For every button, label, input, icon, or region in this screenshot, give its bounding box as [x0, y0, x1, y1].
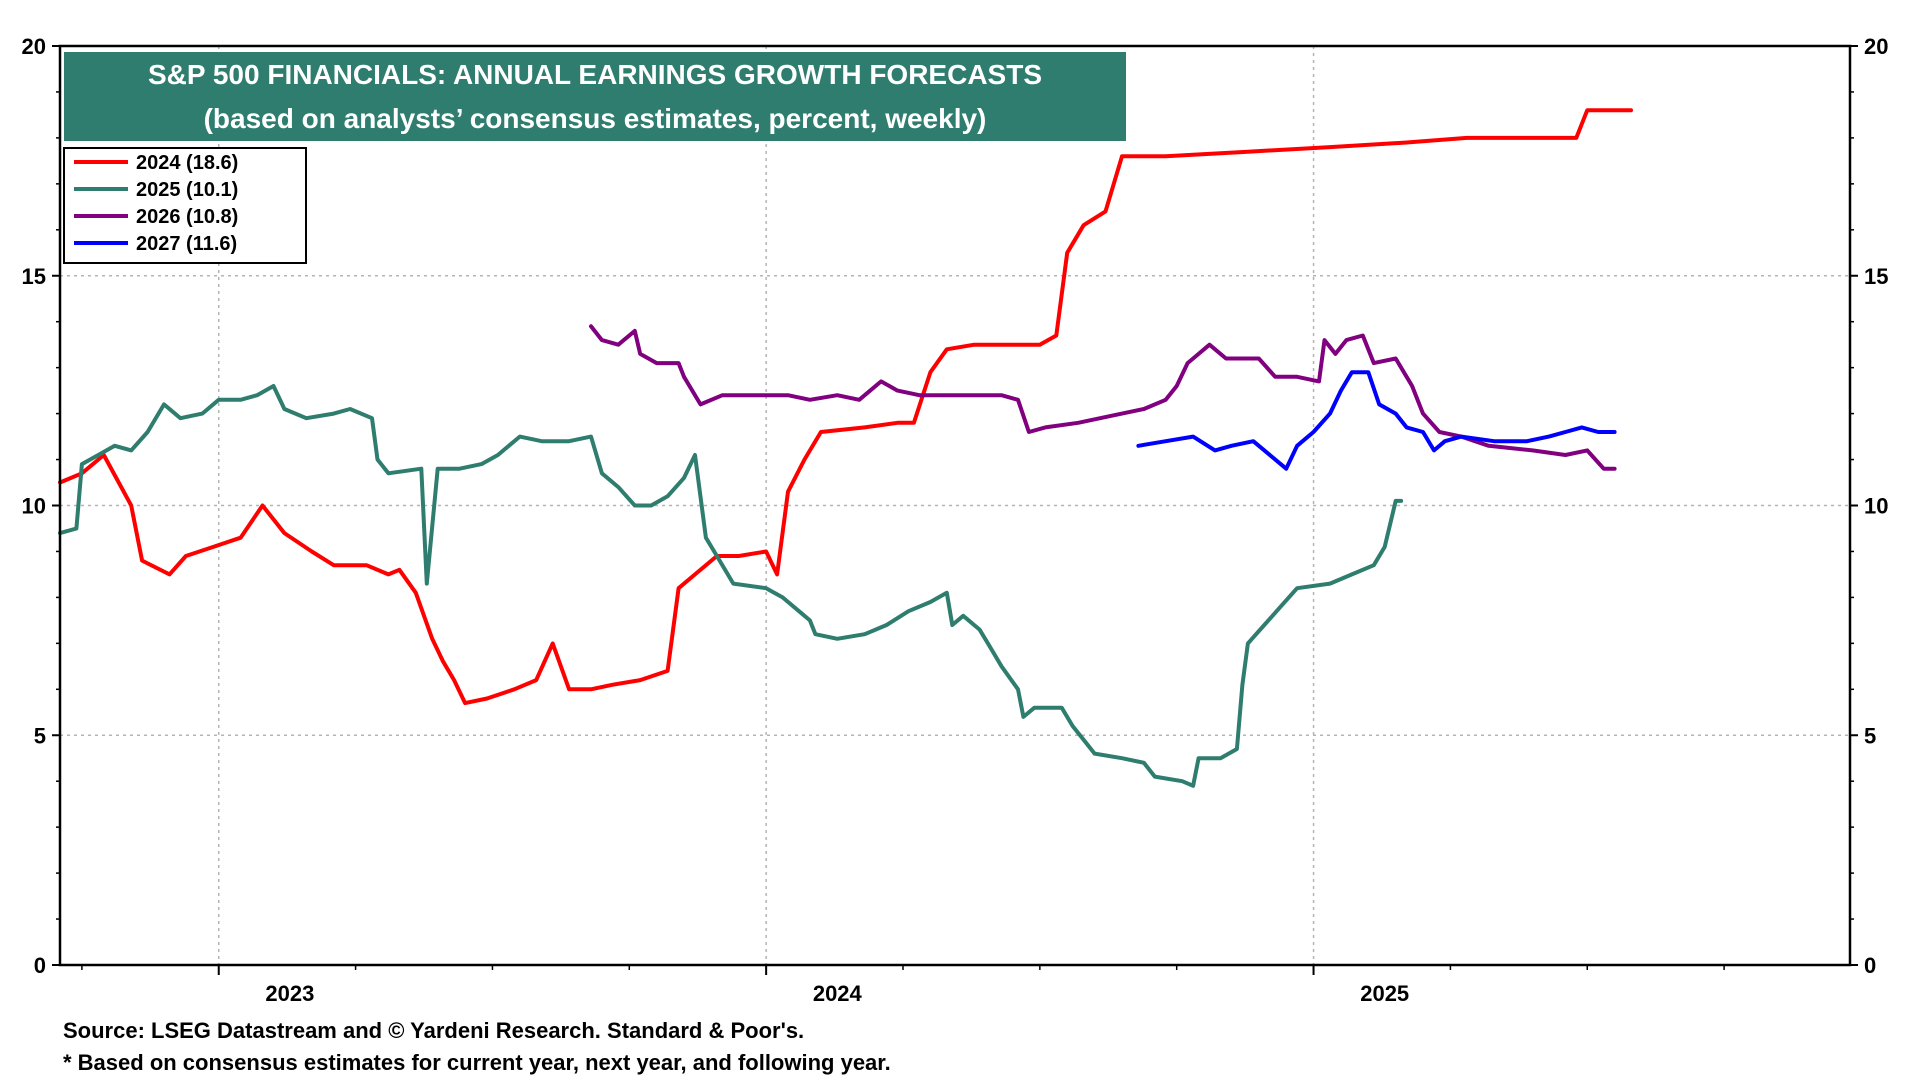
legend-label: 2024 (18.6) [136, 152, 238, 174]
x-tick-label: 2025 [1360, 981, 1409, 1006]
y-tick-label-left: 20 [22, 34, 46, 59]
x-tick-label: 2023 [265, 981, 314, 1006]
axes: 0 0 5 5 10 10 15 15 20 20 2023 2024 2025 [22, 34, 1889, 1006]
legend: 2024 (18.6) 2025 (10.1) 2026 (10.8) 2027 (1… [63, 147, 307, 264]
chart-subtitle: (based on analysts’ consensus estimates,… [204, 103, 987, 134]
y-tick-label-left: 0 [34, 953, 46, 978]
y-tick-label-right: 10 [1864, 494, 1888, 519]
estimate-note: * Based on consensus estimates for curre… [63, 1050, 891, 1075]
series-line-3 [589, 324, 1617, 471]
y-tick-label-left: 10 [22, 494, 46, 519]
y-tick-label-left: 15 [22, 264, 46, 289]
y-tick-label-right: 0 [1864, 953, 1876, 978]
series-line-4 [1136, 370, 1617, 471]
series-line-2 [58, 384, 1404, 788]
chart-title: S&P 500 FINANCIALS: ANNUAL EARNINGS GROW… [148, 59, 1042, 90]
source-note: Source: LSEG Datastream and © Yardeni Re… [63, 1018, 805, 1043]
x-tick-label: 2024 [813, 981, 863, 1006]
y-tick-label-right: 5 [1864, 723, 1876, 748]
y-tick-label-right: 20 [1864, 34, 1888, 59]
title-box: S&P 500 FINANCIALS: ANNUAL EARNINGS GROW… [64, 52, 1126, 141]
series-lines [58, 108, 1633, 788]
y-tick-label-left: 5 [34, 723, 46, 748]
title-background [64, 52, 1126, 141]
legend-label: 2025 (10.1) [136, 179, 238, 201]
legend-label: 2027 (11.6) [136, 233, 237, 255]
y-tick-label-right: 15 [1864, 264, 1888, 289]
legend-label: 2026 (10.8) [136, 206, 238, 228]
grid-lines [60, 46, 1850, 965]
series-line-1 [58, 108, 1633, 706]
